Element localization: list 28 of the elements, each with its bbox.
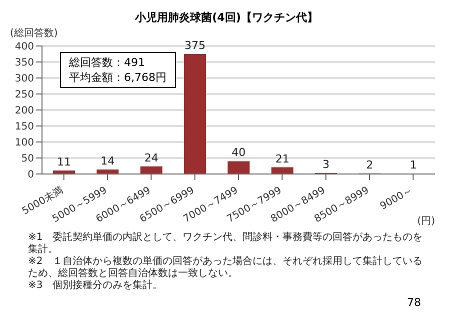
data-label: 21 [275,152,290,166]
data-label: 11 [57,155,71,168]
text: ※3 個別接種分のみを集計。 [28,280,164,292]
chart-title: 小児用肺炎球菌(4回)【ワクチン代】 [134,10,319,26]
summary-box: 総回答数：491 平均金額：6,768円 [60,52,176,88]
annotation: 総回答数：491 [69,55,146,70]
text: ※2 １自治体から複数の単価の回答があった場合には、それぞれ採用して集計しているため、総回答数と回答自治体数は一致しない。 [28,256,424,280]
y-tick-label: 400 [14,42,34,53]
data-label: 1 [410,158,417,172]
annotation: 平均金額：6,768円 [69,70,166,85]
text: ※1 委託契約単価の内訳として、ワクチン代、問診料・事務費等の回答があったものを集計。 [28,232,424,256]
y-tick-label: 100 [14,138,34,149]
x-axis-title: (円) [417,215,435,228]
y-tick-label: 200 [14,106,34,117]
data-label: 14 [100,154,115,168]
y-tick-label: 250 [14,90,34,101]
y-tick-label: 0 [28,170,34,181]
data-label: 40 [232,146,246,160]
data-label: 3 [322,158,330,172]
y-axis-title: (総回答数) [10,27,58,40]
y-tick-label: 150 [14,122,34,133]
data-label: 2 [366,158,374,172]
y-tick-label: 300 [14,74,34,85]
data-label: 24 [144,151,158,164]
y-tick-label: 50 [21,154,34,165]
text: 78 [407,296,421,309]
y-tick-label: 350 [14,58,34,69]
data-label: 375 [184,39,206,52]
